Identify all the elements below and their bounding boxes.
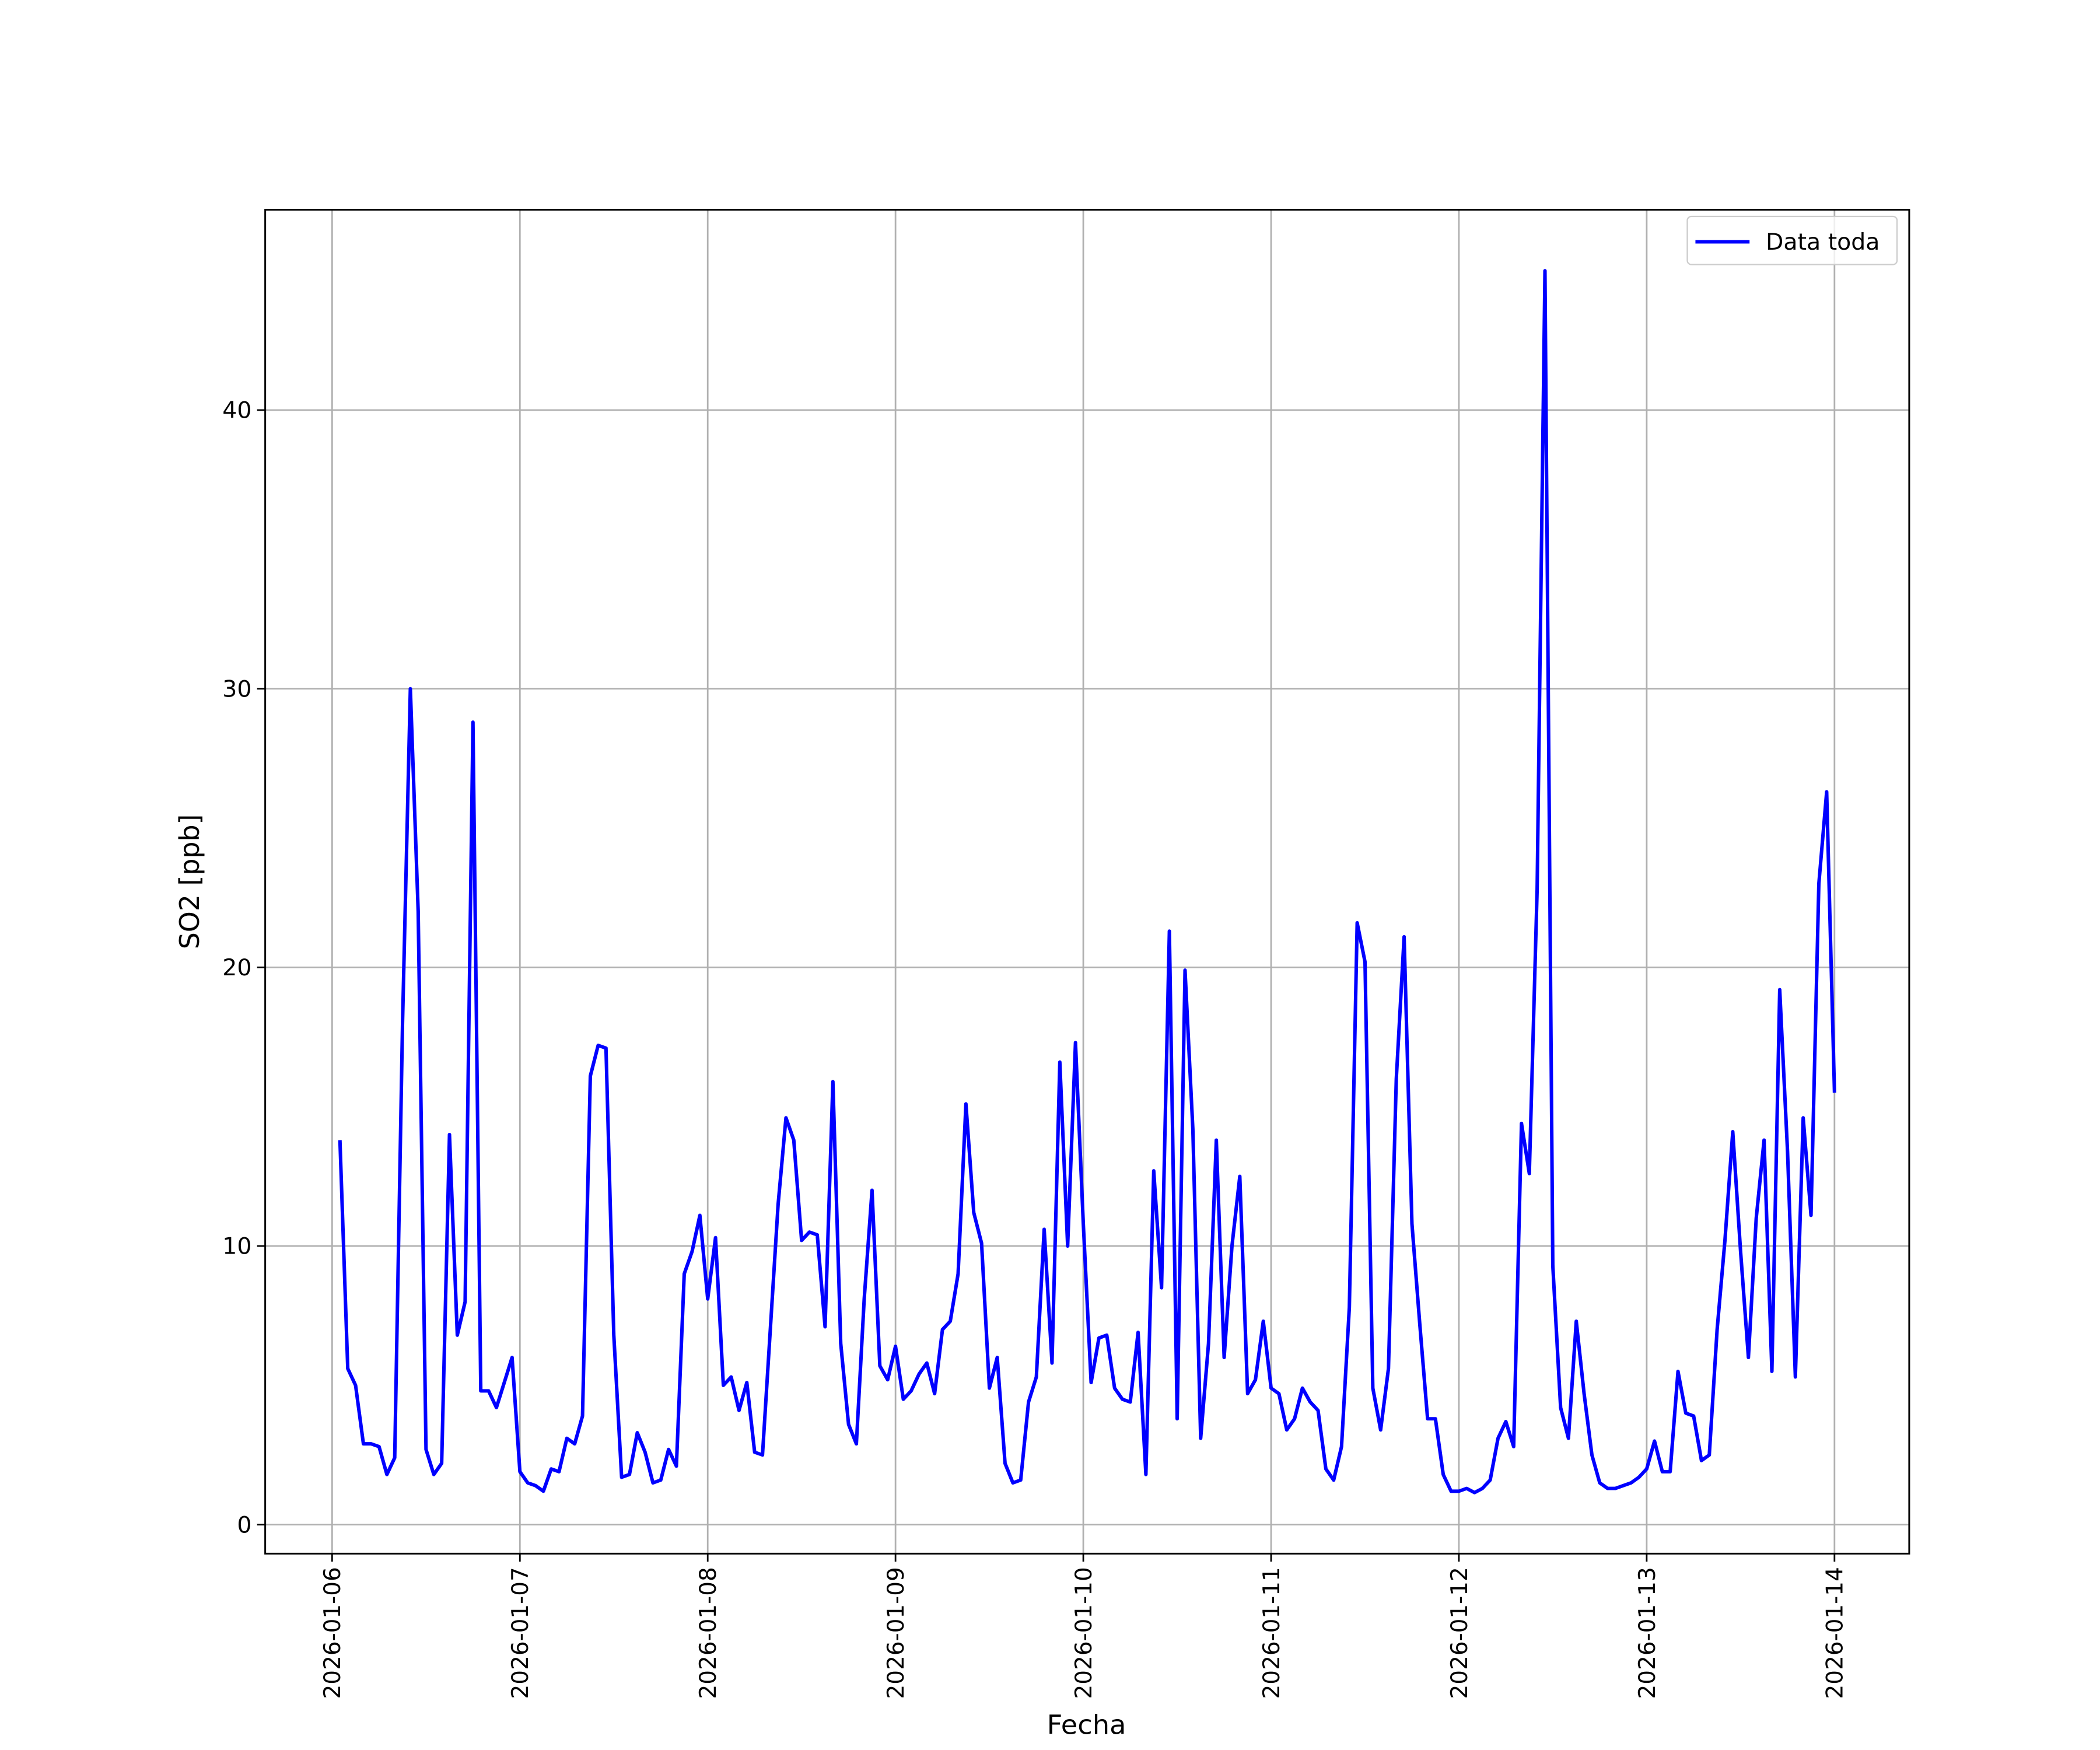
x-tick-label: 2026-01-10 [1071,1567,1097,1699]
x-tick-label: 2026-01-13 [1634,1567,1661,1699]
x-tick-label: 2026-01-12 [1447,1567,1473,1699]
y-axis-label: SO2 [ppb] [174,814,205,950]
y-tick-label: 30 [222,677,251,703]
y-tick-label: 20 [222,955,251,981]
x-tick-label: 2026-01-08 [695,1567,722,1699]
x-axis-label: Fecha [1047,1709,1126,1741]
grid [265,209,1909,1554]
x-tick-label: 2026-01-09 [883,1567,909,1699]
legend-label: Data toda [1766,229,1880,256]
ticks: 0 10 20 30 40 2026-01-06 2026-01-07 2026-01-08 2… [222,398,1849,1699]
data-line [338,269,1836,1494]
axes-frame [264,209,1910,1555]
y-tick-label: 10 [222,1234,251,1260]
x-tick-label: 2026-01-11 [1259,1567,1285,1699]
x-tick-label: 2026-01-14 [1822,1567,1849,1699]
plot-area [338,269,1836,1494]
y-tick-label: 40 [222,398,251,424]
x-tick-label: 2026-01-06 [320,1567,346,1699]
legend-box [1686,215,1898,265]
x-tick-label: 2026-01-07 [508,1567,534,1699]
legend: Data toda [1686,215,1898,265]
y-tick-label: 0 [237,1513,251,1539]
